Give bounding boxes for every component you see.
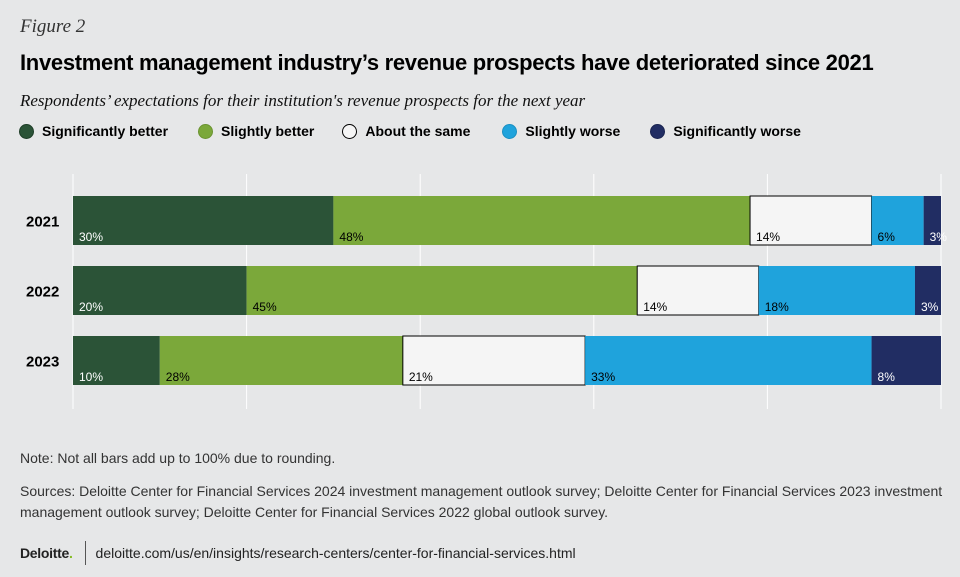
legend-swatch — [342, 123, 358, 139]
bar-segment — [871, 196, 924, 245]
category-label: 2023 — [26, 354, 59, 371]
data-label: 21% — [409, 370, 433, 384]
legend-swatch — [650, 123, 666, 139]
legend-label: Slightly better — [221, 123, 315, 139]
data-label: 3% — [921, 300, 939, 314]
data-label: 14% — [643, 300, 667, 314]
legend-item: Slightly better — [198, 123, 314, 139]
chart-subtitle: Respondents’ expectations for their inst… — [20, 91, 586, 110]
data-label: 3% — [930, 230, 948, 244]
bar-segment — [402, 335, 586, 386]
bar-segment — [585, 336, 872, 385]
legend-item: Slightly worse — [502, 123, 620, 139]
data-label: 20% — [79, 300, 103, 314]
chart-legend: Significantly better Slightly better About… — [19, 123, 801, 139]
category-label: 2021 — [26, 214, 59, 231]
legend-item: About the same — [342, 123, 470, 139]
data-label: 14% — [756, 230, 780, 244]
bar-segment — [159, 336, 403, 385]
bar-segment — [914, 266, 941, 315]
legend-swatch — [198, 123, 214, 139]
data-label: 33% — [591, 370, 615, 384]
footer: Deloitte. deloitte.com/us/en/insights/re… — [20, 541, 576, 565]
category-label: 2022 — [26, 284, 59, 301]
data-label: 28% — [166, 370, 190, 384]
legend-swatch — [502, 123, 518, 139]
legend-item: Significantly worse — [650, 123, 801, 139]
legend-label: Slightly worse — [525, 123, 621, 139]
data-label: 48% — [339, 230, 363, 244]
chart-title: Investment management industry’s revenue… — [20, 50, 874, 75]
bar-segment — [749, 195, 873, 246]
legend-label: Significantly worse — [673, 123, 801, 139]
bar-segment — [73, 266, 247, 315]
deloitte-logo: Deloitte. — [20, 545, 73, 561]
data-label: 10% — [79, 370, 103, 384]
footer-divider — [84, 541, 86, 565]
data-label: 18% — [765, 300, 789, 314]
bar-segment — [636, 265, 760, 316]
stacked-bar-chart: 2021 30% 48% 14% 6% 3% 2022 20% 45% 14% 18% 3% 2023 1… — [26, 174, 948, 409]
chart-sources: Sources: Deloitte Center for Financial S… — [20, 483, 943, 520]
bar-segment — [871, 336, 941, 385]
figure-label: Figure 2 — [20, 16, 86, 37]
bar-segment — [73, 336, 160, 385]
bar-segment — [333, 196, 751, 245]
data-label: 45% — [253, 300, 277, 314]
legend-label: About the same — [365, 123, 471, 139]
bar-segment — [73, 196, 334, 245]
legend-label: Significantly better — [42, 123, 169, 139]
data-label: 6% — [878, 230, 896, 244]
bar-segment — [758, 266, 915, 315]
bar-segment — [246, 266, 638, 315]
data-label: 30% — [79, 230, 103, 244]
data-label: 8% — [878, 370, 896, 384]
footer-url[interactable]: deloitte.com/us/en/insights/research-cen… — [95, 545, 576, 561]
chart-note: Note: Not all bars add up to 100% due to… — [20, 450, 336, 466]
bar-segment — [923, 196, 941, 245]
legend-swatch — [19, 123, 34, 139]
legend-item: Significantly better — [19, 123, 168, 139]
